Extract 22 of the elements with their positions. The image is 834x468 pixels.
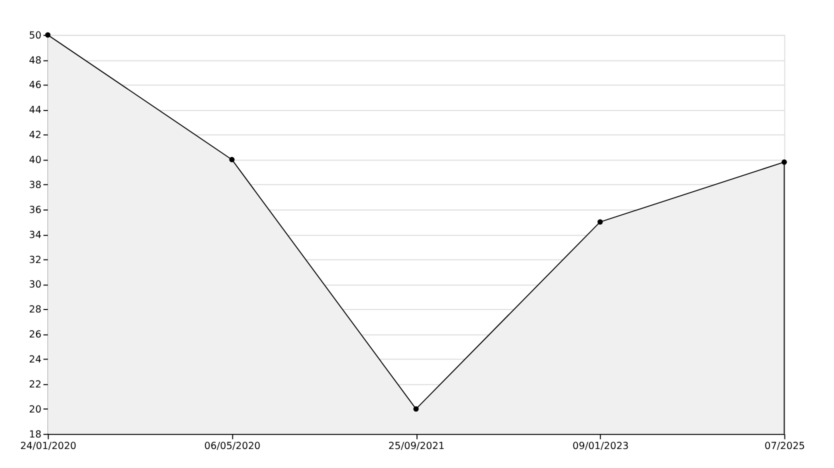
x-tick-label: 24/01/2020 [20,441,76,452]
y-tick-label: 44 [29,105,42,116]
x-tick-label: 07/2025 [764,441,805,452]
y-tick-label: 42 [29,130,42,142]
y-tick-label: 40 [29,155,42,166]
y-tick-label: 46 [29,80,42,92]
y-tick-label: 32 [29,254,42,266]
y-tick-label: 50 [29,30,42,42]
y-tick-label: 24 [29,354,42,366]
y-tick-label: 30 [29,280,42,291]
x-tick-label: 09/01/2023 [572,441,629,452]
y-tick-label: 36 [29,204,42,216]
y-tick-label: 34 [29,230,42,241]
y-tick-label: 20 [29,404,42,416]
y-tick-label: 26 [29,330,42,341]
y-tick-label: 18 [29,429,42,440]
x-tick-label: 25/09/2021 [388,441,445,452]
y-tick-label: 48 [29,55,42,66]
y-tick-label: 38 [29,180,42,191]
x-tick-label: 06/05/2020 [204,441,260,452]
y-tick-label: 22 [29,379,42,390]
y-tick-label: 28 [29,304,42,316]
